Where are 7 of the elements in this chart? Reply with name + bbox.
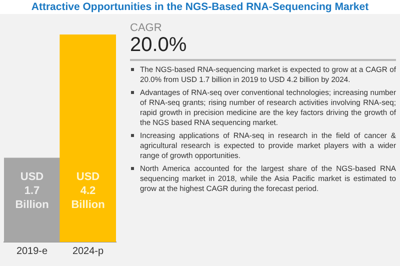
text: Attractive Opportunities in the NGS-Based RNA-Sequencing Market xyxy=(0,0,400,14)
text: CAGR xyxy=(130,22,163,34)
text: 20.0% xyxy=(130,34,396,61)
x-tick-label: 2019-e xyxy=(16,246,48,257)
data-label: USD 4.2 Billion xyxy=(71,171,106,211)
x-tick-label: 2024-p xyxy=(72,246,104,257)
data-label: USD 1.7 Billion xyxy=(15,171,50,211)
